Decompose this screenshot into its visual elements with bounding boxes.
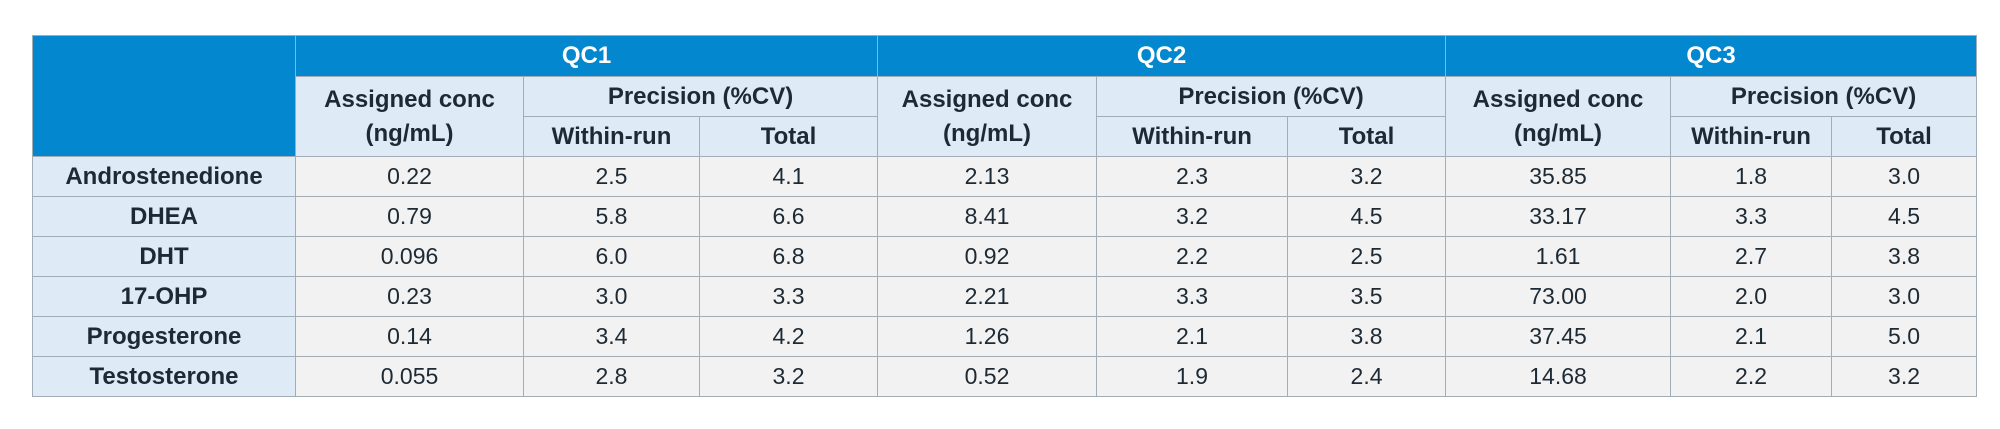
value-cell: 3.5: [1287, 276, 1447, 317]
value-cell: 2.13: [877, 156, 1098, 197]
assigned-conc-unit: (ng/mL): [1514, 119, 1603, 147]
value-cell: 3.2: [698, 356, 879, 397]
value-cell: 14.68: [1445, 356, 1672, 397]
corner-cell: [32, 35, 296, 157]
qc3-precision-header: Precision (%CV): [1670, 76, 1978, 117]
value-cell: 4.2: [698, 316, 879, 357]
value-cell: 2.7: [1670, 236, 1833, 277]
qc1-within-run-header: Within-run: [523, 116, 700, 157]
qc2-header: QC2: [877, 35, 1447, 77]
value-cell: 2.2: [1096, 236, 1289, 277]
value-cell: 3.8: [1287, 316, 1447, 357]
value-cell: 0.055: [295, 356, 524, 397]
analyte-name: Androstenedione: [32, 156, 296, 197]
qc3-within-run-header: Within-run: [1670, 116, 1833, 157]
value-cell: 0.92: [877, 236, 1098, 277]
value-cell: 2.21: [877, 276, 1098, 317]
value-cell: 35.85: [1445, 156, 1672, 197]
value-cell: 3.3: [1096, 276, 1289, 317]
qc1-assigned-conc-header: Assigned conc (ng/mL): [295, 76, 524, 157]
qc1-total-header: Total: [698, 116, 879, 157]
qc3-header: QC3: [1445, 35, 1978, 77]
qc2-total-header: Total: [1287, 116, 1447, 157]
qc2-within-run-header: Within-run: [1096, 116, 1289, 157]
value-cell: 2.3: [1096, 156, 1289, 197]
value-cell: 3.4: [523, 316, 700, 357]
qc3-assigned-conc-header: Assigned conc (ng/mL): [1445, 76, 1672, 157]
value-cell: 1.9: [1096, 356, 1289, 397]
assigned-conc-unit: (ng/mL): [943, 119, 1031, 147]
value-cell: 1.26: [877, 316, 1098, 357]
value-cell: 4.1: [698, 156, 879, 197]
value-cell: 2.2: [1670, 356, 1833, 397]
value-cell: 4.5: [1831, 196, 1978, 237]
value-cell: 3.8: [1831, 236, 1978, 277]
value-cell: 2.0: [1670, 276, 1833, 317]
value-cell: 3.2: [1096, 196, 1289, 237]
value-cell: 2.1: [1096, 316, 1289, 357]
value-cell: 6.6: [698, 196, 879, 237]
value-cell: 3.3: [1670, 196, 1833, 237]
table-row: DHEA 0.79 5.8 6.6 8.41 3.2 4.5 33.17 3.3 4.5: [32, 196, 1978, 237]
qc2-assigned-conc-header: Assigned conc (ng/mL): [877, 76, 1098, 157]
value-cell: 3.0: [1831, 156, 1978, 197]
value-cell: 0.79: [295, 196, 524, 237]
table-row: Testosterone 0.055 2.8 3.2 0.52 1.9 2.4 14.68 2.…: [32, 356, 1978, 397]
assigned-conc-label: Assigned conc: [324, 85, 495, 113]
value-cell: 0.14: [295, 316, 524, 357]
analyte-name: DHEA: [32, 196, 296, 237]
value-cell: 33.17: [1445, 196, 1672, 237]
value-cell: 4.5: [1287, 196, 1447, 237]
subheader-row-2: Within-run Total Within-run Total Within…: [33, 116, 1978, 157]
qc-precision-table: QC1 QC2 QC3 Assigned conc (ng/mL) Precis…: [32, 35, 1978, 397]
value-cell: 0.22: [295, 156, 524, 197]
value-cell: 0.52: [877, 356, 1098, 397]
qc-header-row: QC1 QC2 QC3: [32, 35, 1978, 157]
analyte-name: DHT: [32, 236, 296, 277]
value-cell: 3.2: [1831, 356, 1978, 397]
analyte-name: 17-OHP: [32, 276, 296, 317]
value-cell: 5.8: [523, 196, 700, 237]
value-cell: 6.8: [698, 236, 879, 277]
value-cell: 2.5: [523, 156, 700, 197]
value-cell: 6.0: [523, 236, 700, 277]
value-cell: 37.45: [1445, 316, 1672, 357]
qc1-precision-header: Precision (%CV): [522, 76, 879, 117]
analyte-name: Testosterone: [32, 356, 296, 397]
table-row: 17-OHP 0.23 3.0 3.3 2.21 3.3 3.5 73.00 2.0 3.0: [32, 276, 1978, 317]
value-cell: 3.0: [523, 276, 700, 317]
value-cell: 3.2: [1287, 156, 1447, 197]
value-cell: 2.8: [523, 356, 700, 397]
value-cell: 2.5: [1287, 236, 1447, 277]
value-cell: 1.61: [1445, 236, 1672, 277]
value-cell: 5.0: [1831, 316, 1978, 357]
value-cell: 73.00: [1445, 276, 1672, 317]
value-cell: 3.0: [1831, 276, 1978, 317]
analyte-name: Progesterone: [32, 316, 296, 357]
assigned-conc-label: Assigned conc: [901, 85, 1073, 113]
value-cell: 0.096: [295, 236, 524, 277]
assigned-conc-label: Assigned conc: [1472, 85, 1644, 113]
value-cell: 3.3: [698, 276, 879, 317]
table-row: Androstenedione 0.22 2.5 4.1 2.13 2.3 3.2 35.85…: [32, 156, 1978, 197]
table-row: Progesterone 0.14 3.4 4.2 1.26 2.1 3.8 37.45 2.1…: [32, 316, 1978, 357]
qc2-precision-header: Precision (%CV): [1096, 76, 1447, 117]
qc3-total-header: Total: [1831, 116, 1978, 157]
assigned-conc-unit: (ng/mL): [365, 119, 454, 147]
value-cell: 8.41: [877, 196, 1098, 237]
table-row: DHT 0.096 6.0 6.8 0.92 2.2 2.5 1.61 2.7 3.8: [32, 236, 1978, 277]
value-cell: 2.1: [1670, 316, 1833, 357]
value-cell: 1.8: [1670, 156, 1833, 197]
qc1-header: QC1: [294, 35, 879, 77]
value-cell: 2.4: [1287, 356, 1447, 397]
value-cell: 0.23: [295, 276, 524, 317]
table-body: Androstenedione 0.22 2.5 4.1 2.13 2.3 3.2 35.85…: [32, 156, 1978, 397]
subheader-row-1: Assigned conc (ng/mL) Precision (%CV) As…: [33, 76, 1978, 157]
